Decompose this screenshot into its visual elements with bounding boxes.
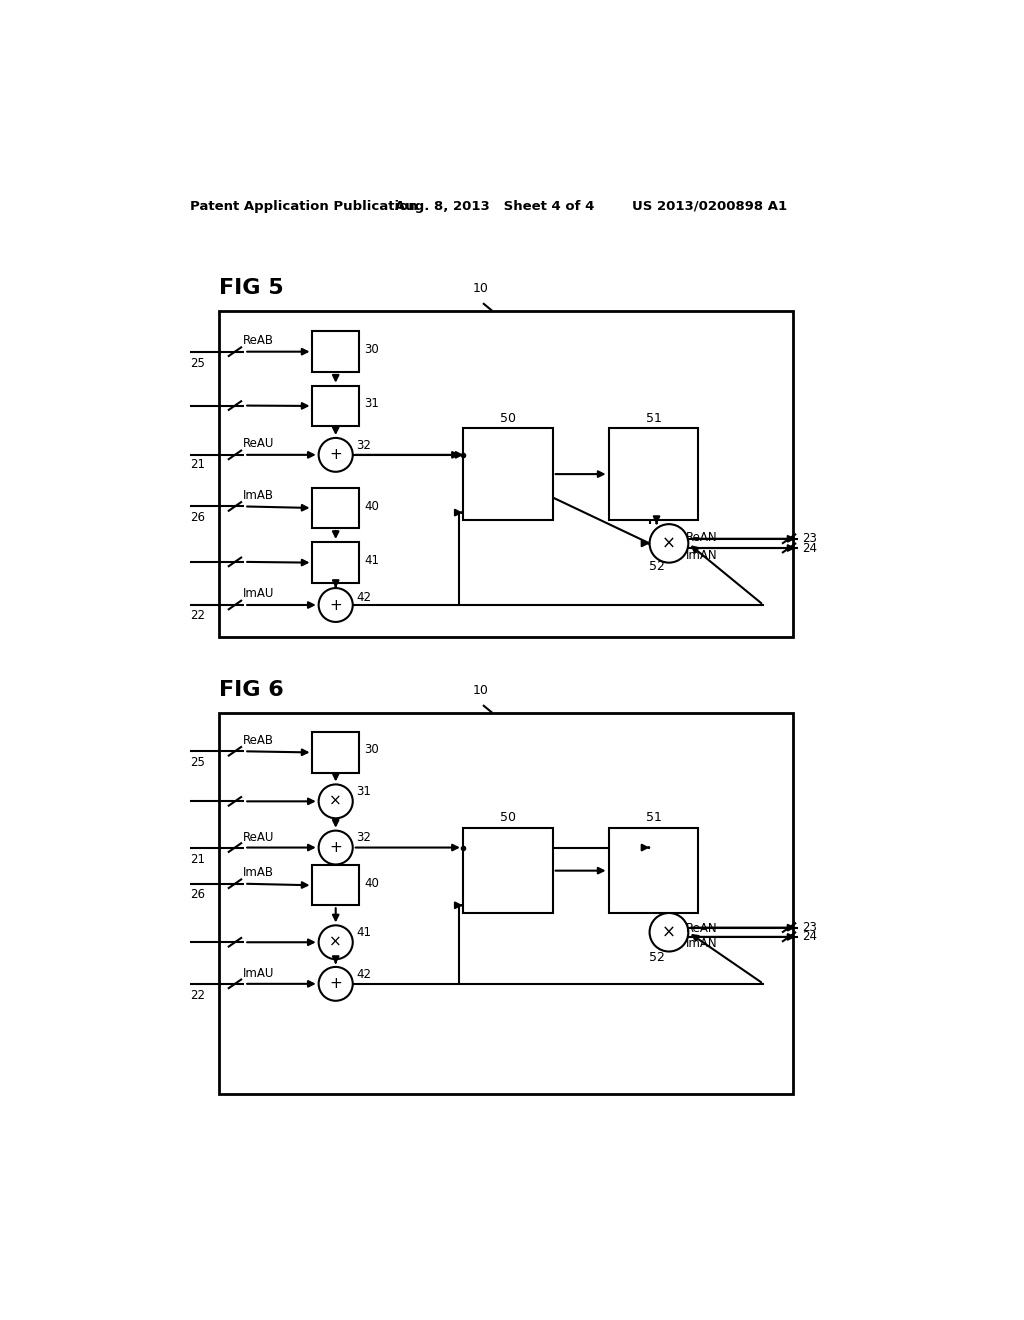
Text: ReAU: ReAU [243, 437, 274, 450]
Text: ×: × [330, 793, 342, 809]
Text: 24: 24 [802, 931, 817, 944]
Text: 51: 51 [645, 412, 662, 425]
Text: ImAB: ImAB [243, 490, 273, 502]
Bar [312, 385, 359, 426]
Text: 32: 32 [356, 440, 372, 453]
Text: FIG 6: FIG 6 [219, 680, 285, 700]
Circle shape [318, 966, 352, 1001]
Text: 41: 41 [365, 554, 379, 566]
Circle shape [649, 913, 688, 952]
Text: 23: 23 [802, 921, 817, 935]
Bar [312, 866, 359, 906]
Text: 10: 10 [473, 282, 488, 296]
Text: US 2013/0200898 A1: US 2013/0200898 A1 [632, 199, 786, 213]
Text: 52: 52 [649, 560, 665, 573]
Bar [463, 428, 553, 520]
Text: 50: 50 [500, 810, 516, 824]
Text: ImAB: ImAB [243, 866, 273, 879]
Text: 10: 10 [473, 684, 488, 697]
Text: ReAB: ReAB [243, 334, 273, 347]
Text: 41: 41 [356, 925, 372, 939]
Bar [608, 428, 698, 520]
Text: 25: 25 [190, 756, 205, 770]
Text: +: + [330, 977, 342, 991]
Bar [312, 543, 359, 583]
Text: 40: 40 [365, 500, 379, 513]
Text: ReAU: ReAU [243, 832, 274, 843]
Bar [463, 829, 553, 913]
Text: 21: 21 [190, 458, 205, 471]
Text: ReAN: ReAN [686, 921, 718, 935]
Text: FIG 5: FIG 5 [219, 277, 284, 298]
Text: +: + [330, 840, 342, 855]
Text: 25: 25 [190, 356, 205, 370]
Circle shape [318, 925, 352, 960]
Bar [608, 829, 698, 913]
Text: 50: 50 [500, 412, 516, 425]
Circle shape [318, 830, 352, 865]
Text: 42: 42 [356, 968, 372, 981]
Bar [219, 713, 793, 1094]
Text: ImAN: ImAN [686, 549, 718, 562]
Text: 23: 23 [802, 532, 817, 545]
Text: +: + [330, 598, 342, 612]
Bar [219, 312, 793, 638]
Text: 31: 31 [356, 785, 372, 797]
Text: 21: 21 [190, 853, 205, 866]
Text: ×: × [330, 935, 342, 950]
Text: ImAU: ImAU [243, 587, 274, 601]
Text: 26: 26 [190, 511, 205, 524]
Bar [312, 331, 359, 372]
Text: ReAB: ReAB [243, 734, 273, 747]
Text: 22: 22 [190, 610, 205, 622]
Text: 32: 32 [356, 832, 372, 843]
Circle shape [318, 438, 352, 471]
Text: +: + [330, 447, 342, 462]
Text: ×: × [662, 923, 676, 941]
Text: 31: 31 [365, 397, 379, 409]
Bar [312, 733, 359, 774]
Circle shape [318, 589, 352, 622]
Text: 26: 26 [190, 888, 205, 902]
Text: 30: 30 [365, 343, 379, 356]
Text: 51: 51 [645, 810, 662, 824]
Text: 40: 40 [365, 878, 379, 890]
Text: 30: 30 [365, 743, 379, 756]
Text: 52: 52 [649, 952, 665, 964]
Circle shape [649, 524, 688, 562]
Circle shape [318, 784, 352, 818]
Text: Patent Application Publication: Patent Application Publication [190, 199, 418, 213]
Text: ImAN: ImAN [686, 937, 718, 950]
Text: 42: 42 [356, 591, 372, 603]
Text: 22: 22 [190, 989, 205, 1002]
Text: 24: 24 [802, 541, 817, 554]
Text: ImAU: ImAU [243, 966, 274, 979]
Text: Aug. 8, 2013   Sheet 4 of 4: Aug. 8, 2013 Sheet 4 of 4 [395, 199, 595, 213]
Text: ×: × [662, 535, 676, 552]
Text: ReAN: ReAN [686, 531, 718, 544]
Bar [312, 488, 359, 528]
